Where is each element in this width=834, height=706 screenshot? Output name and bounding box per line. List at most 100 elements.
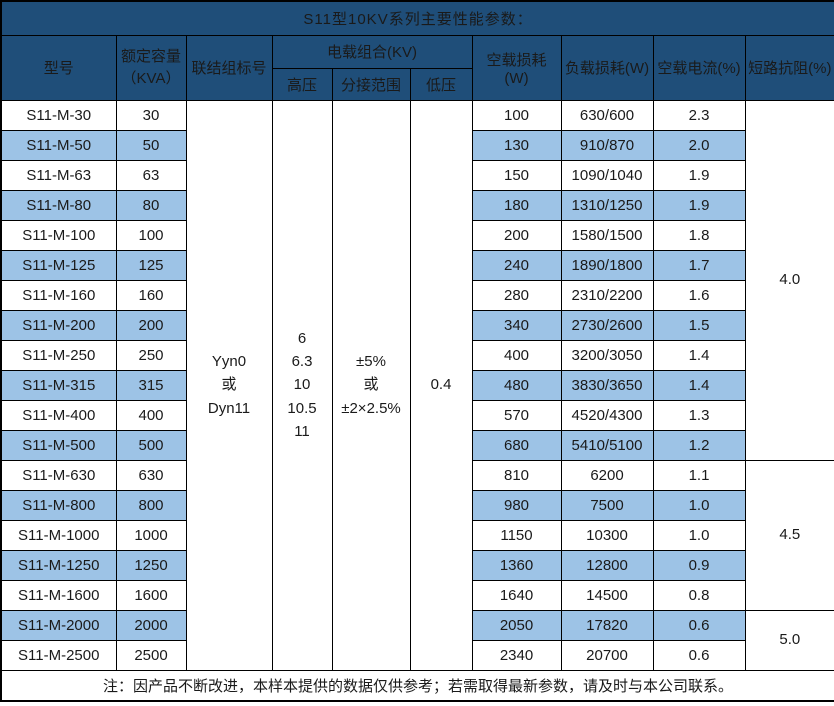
cell-model: S11-M-125 [0,249,117,281]
cell-no-load-current: 0.6 [652,639,746,671]
cell-no-load-loss: 200 [471,219,562,251]
table-row: S11-M-315 315 480 3830/3650 1.4 [0,369,834,401]
cell-load-loss: 1890/1800 [560,249,654,281]
cell-capacity: 800 [115,489,187,521]
cell-no-load-current: 1.6 [652,279,746,311]
table-row: S11-M-2000 2000 2050 17820 0.6 5.0 [0,609,834,671]
col-header-load-loss: 负载损耗(W) [560,34,654,101]
cell-no-load-current: 1.9 [652,189,746,221]
cell-no-load-loss: 180 [471,189,562,221]
cell-model: S11-M-160 [0,279,117,311]
cell-no-load-current: 1.2 [652,429,746,461]
col-header-high-voltage: 高压 [271,67,333,101]
cell-model: S11-M-800 [0,489,117,521]
cell-capacity: 80 [115,189,187,221]
cell-model: S11-M-400 [0,399,117,431]
cell-no-load-loss: 810 [471,459,562,491]
cell-no-load-current: 0.6 [652,609,746,641]
cell-load-loss: 6200 [560,459,654,491]
table-row: S11-M-80 80 180 1310/1250 1.9 [0,189,834,221]
table-row: S11-M-1250 1250 1360 12800 0.9 [0,549,834,581]
cell-no-load-current: 1.7 [652,249,746,281]
cell-model: S11-M-1250 [0,549,117,581]
table-row: S11-M-250 250 400 3200/3050 1.4 [0,339,834,371]
cell-capacity: 1000 [115,519,187,551]
cell-no-load-loss: 240 [471,249,562,281]
cell-capacity: 400 [115,399,187,431]
cell-model: S11-M-630 [0,459,117,491]
cell-no-load-current: 1.0 [652,489,746,521]
table-row: S11-M-500 500 680 5410/5100 1.2 [0,429,834,461]
table-note: 注：因产品不断改进，本样本提供的数据仅供参考；若需取得最新参数，请及时与本公司联… [0,669,834,702]
cell-no-load-loss: 980 [471,489,562,521]
cell-capacity: 500 [115,429,187,461]
cell-no-load-loss: 480 [471,369,562,401]
cell-capacity: 1250 [115,549,187,581]
cell-model: S11-M-50 [0,129,117,161]
cell-no-load-loss: 680 [471,429,562,461]
cell-capacity: 2500 [115,639,187,671]
cell-load-loss: 1310/1250 [560,189,654,221]
cell-model: S11-M-315 [0,369,117,401]
table-row: S11-M-200 200 340 2730/2600 1.5 [0,309,834,341]
cell-no-load-current: 1.9 [652,159,746,191]
cell-capacity: 50 [115,129,187,161]
cell-no-load-current: 0.8 [652,579,746,611]
table-row: S11-M-125 125 240 1890/1800 1.7 [0,249,834,281]
cell-load-loss: 10300 [560,519,654,551]
cell-load-loss: 12800 [560,549,654,581]
cell-no-load-current: 2.0 [652,129,746,161]
cell-no-load-current: 1.0 [652,519,746,551]
cell-load-loss: 14500 [560,579,654,611]
cell-capacity: 315 [115,369,187,401]
table-row: S11-M-1000 1000 1150 10300 1.0 [0,519,834,551]
cell-no-load-loss: 100 [471,99,562,131]
table-row: S11-M-160 160 280 2310/2200 1.6 [0,279,834,311]
cell-no-load-loss: 1150 [471,519,562,551]
cell-no-load-loss: 400 [471,339,562,371]
cell-impedance: 5.0 [744,609,834,671]
cell-load-loss: 3830/3650 [560,369,654,401]
col-header-no-load-current: 空载电流(%) [652,34,746,101]
cell-model: S11-M-1600 [0,579,117,611]
cell-no-load-loss: 340 [471,309,562,341]
cell-load-loss: 4520/4300 [560,399,654,431]
cell-capacity: 250 [115,339,187,371]
cell-no-load-current: 1.4 [652,339,746,371]
cell-no-load-loss: 2050 [471,609,562,641]
col-header-connection-group: 联结组标号 [185,34,273,101]
cell-high-voltage: 6 6.3 10 10.5 11 [271,99,333,671]
cell-load-loss: 630/600 [560,99,654,131]
cell-load-loss: 910/870 [560,129,654,161]
cell-load-loss: 7500 [560,489,654,521]
cell-load-loss: 2730/2600 [560,309,654,341]
cell-load-loss: 5410/5100 [560,429,654,461]
cell-capacity: 2000 [115,609,187,641]
cell-capacity: 160 [115,279,187,311]
cell-load-loss: 3200/3050 [560,339,654,371]
cell-capacity: 100 [115,219,187,251]
table-row: S11-M-400 400 570 4520/4300 1.3 [0,399,834,431]
cell-load-loss: 2310/2200 [560,279,654,311]
cell-no-load-loss: 1640 [471,579,562,611]
col-header-low-voltage: 低压 [409,67,473,101]
cell-no-load-loss: 280 [471,279,562,311]
cell-connection-group: Yyn0 或 Dyn11 [185,99,273,671]
table-row: S11-M-2500 2500 2340 20700 0.6 [0,639,834,671]
cell-no-load-current: 1.4 [652,369,746,401]
cell-model: S11-M-80 [0,189,117,221]
title-row: S11型10KV系列主要性能参数： [0,0,834,36]
cell-low-voltage: 0.4 [409,99,473,671]
cell-load-loss: 20700 [560,639,654,671]
cell-capacity: 63 [115,159,187,191]
cell-model: S11-M-63 [0,159,117,191]
table-row: S11-M-63 63 150 1090/1040 1.9 [0,159,834,191]
cell-capacity: 200 [115,309,187,341]
table-row: S11-M-800 800 980 7500 1.0 [0,489,834,521]
table-row: S11-M-30 30 Yyn0 或 Dyn11 6 6.3 10 10.5 11 ±5… [0,99,834,671]
col-header-load-combo: 电载组合(KV) [271,34,473,69]
cell-no-load-loss: 150 [471,159,562,191]
header-row-2: 高压 分接范围 低压 [1,67,834,101]
cell-model: S11-M-250 [0,339,117,371]
